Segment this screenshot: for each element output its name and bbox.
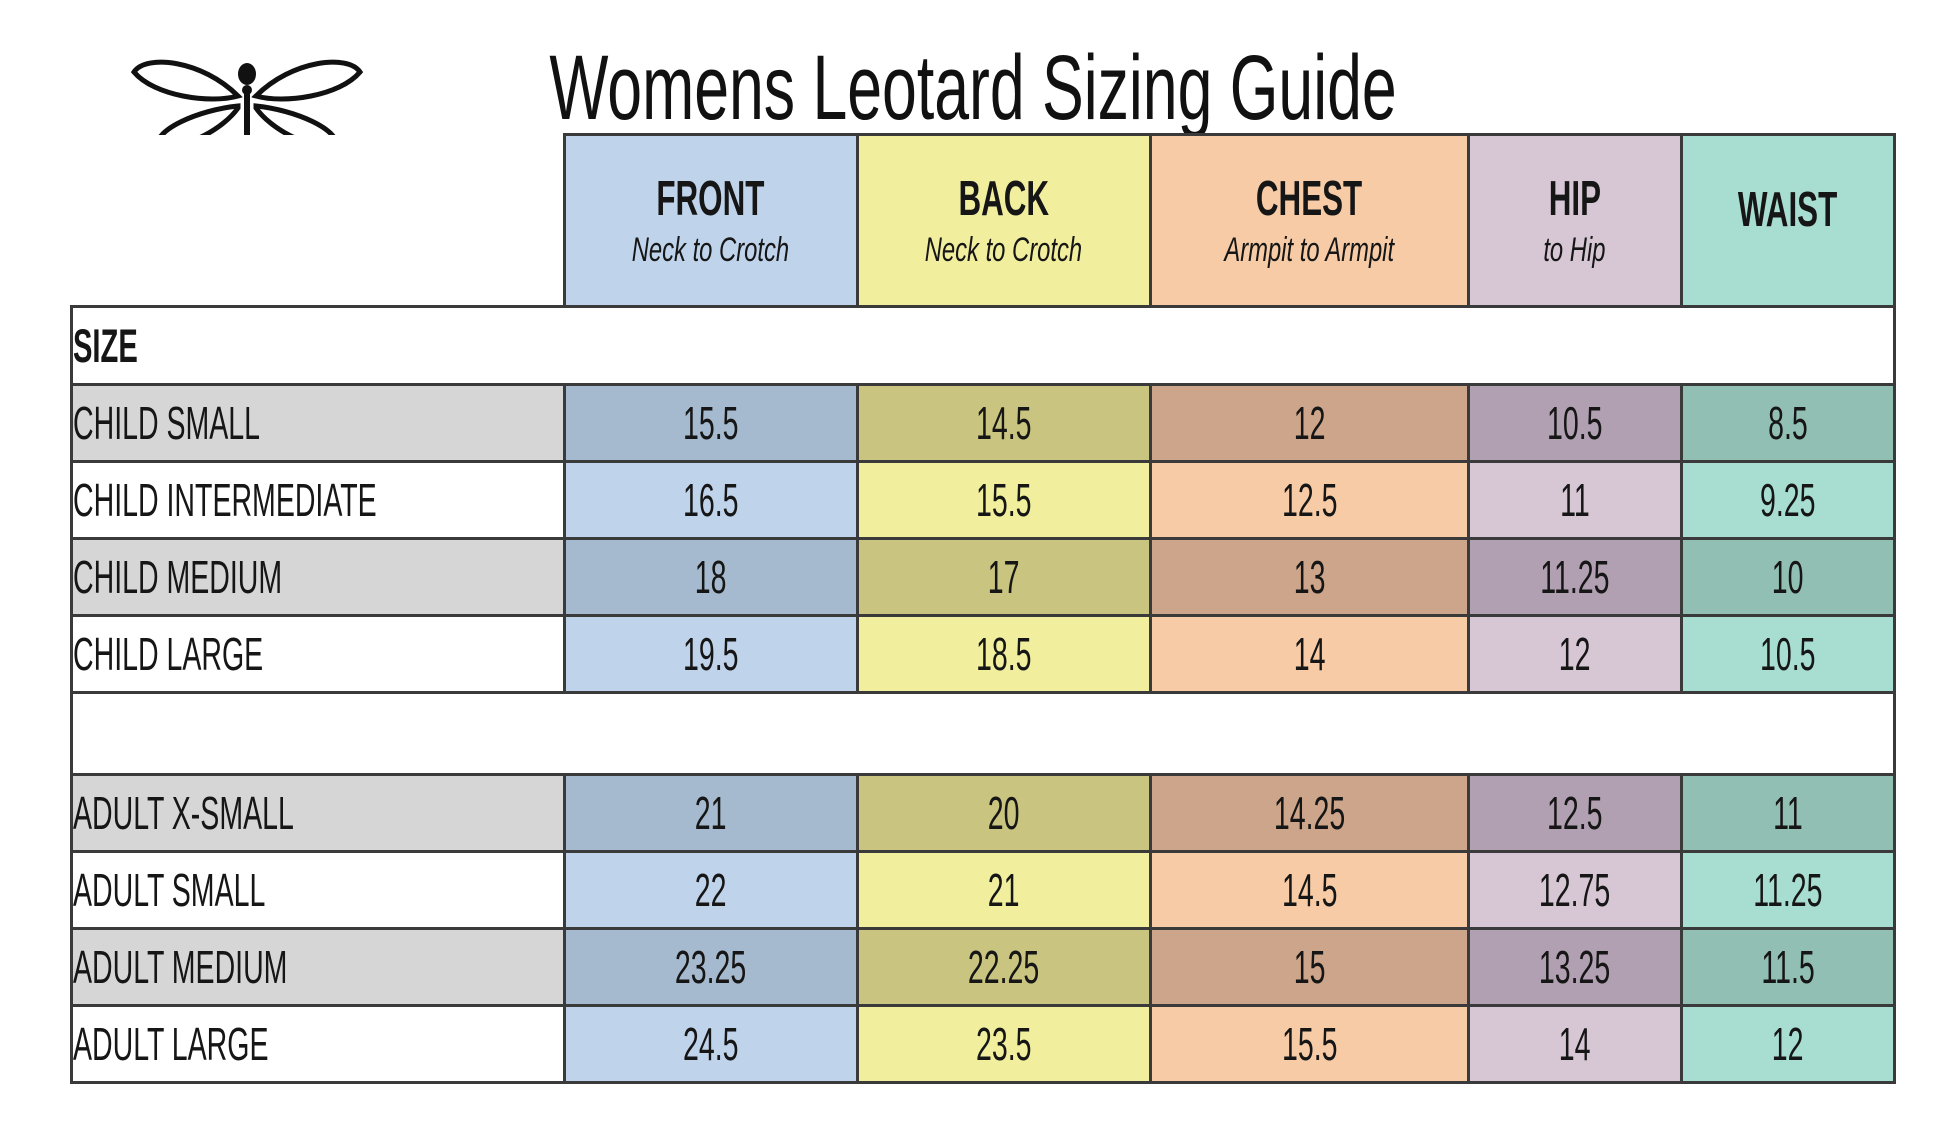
cell-front: 23.25 (562, 927, 859, 1007)
cell-front: 21 (562, 773, 859, 853)
cell-hip: 11 (1466, 460, 1683, 540)
cell-back: 18.5 (855, 614, 1152, 694)
cell-hip: 11.25 (1466, 537, 1683, 617)
column-header-chest: CHEST Armpit to Armpit (1148, 133, 1470, 308)
header-blank-cell (71, 134, 565, 307)
table-row: ADULT X-SMALL 21 20 14.25 12.5 11 (70, 773, 1896, 853)
cell-waist: 10 (1679, 537, 1896, 617)
cell-chest: 12.5 (1148, 460, 1470, 540)
column-header-back: BACK Neck to Crotch (855, 133, 1152, 308)
size-band-cell: SIZE (70, 305, 1896, 386)
cell-waist: 11 (1679, 773, 1896, 853)
cell-chest: 15.5 (1148, 1004, 1470, 1084)
column-header-hip: HIP to Hip (1466, 133, 1683, 308)
cell-back: 15.5 (855, 460, 1152, 540)
cell-hip: 14 (1466, 1004, 1683, 1084)
cell-hip: 12.75 (1466, 850, 1683, 930)
cell-chest: 13 (1148, 537, 1470, 617)
cell-front: 19.5 (562, 614, 859, 694)
cell-hip: 12.5 (1466, 773, 1683, 853)
cell-back: 21 (855, 850, 1152, 930)
cell-front: 22 (562, 850, 859, 930)
spacer-cell (70, 691, 1896, 776)
cell-back: 22.25 (855, 927, 1152, 1007)
cell-chest: 14.25 (1148, 773, 1470, 853)
spacer-row (70, 691, 1896, 776)
cell-waist: 11.5 (1679, 927, 1896, 1007)
row-label: ADULT X-SMALL (70, 773, 566, 853)
cell-hip: 13.25 (1466, 927, 1683, 1007)
cell-front: 18 (562, 537, 859, 617)
cell-back: 14.5 (855, 383, 1152, 463)
cell-chest: 15 (1148, 927, 1470, 1007)
table-row: ADULT LARGE 24.5 23.5 15.5 14 12 (70, 1004, 1896, 1084)
table-row: CHILD LARGE 19.5 18.5 14 12 10.5 (70, 614, 1896, 694)
sizing-table: FRONT Neck to Crotch BACK Neck to Crotch… (70, 133, 1896, 1084)
cell-back: 17 (855, 537, 1152, 617)
row-label: ADULT LARGE (70, 1004, 566, 1084)
row-label: ADULT SMALL (70, 850, 566, 930)
page-title: Womens Leotard Sizing Guide (549, 37, 1397, 139)
cell-waist: 10.5 (1679, 614, 1896, 694)
size-band-row: SIZE (70, 305, 1896, 386)
cell-front: 15.5 (562, 383, 859, 463)
row-label: CHILD LARGE (70, 614, 566, 694)
cell-waist: 11.25 (1679, 850, 1896, 930)
row-label: CHILD INTERMEDIATE (70, 460, 566, 540)
table-row: CHILD MEDIUM 18 17 13 11.25 10 (70, 537, 1896, 617)
column-header-front: FRONT Neck to Crotch (562, 133, 859, 308)
row-label: ADULT MEDIUM (70, 927, 566, 1007)
table-row: CHILD INTERMEDIATE 16.5 15.5 12.5 11 9.2… (70, 460, 1896, 540)
cell-waist: 9.25 (1679, 460, 1896, 540)
cell-hip: 12 (1466, 614, 1683, 694)
table-header-row: FRONT Neck to Crotch BACK Neck to Crotch… (71, 133, 1896, 308)
cell-back: 23.5 (855, 1004, 1152, 1084)
table-row: ADULT SMALL 22 21 14.5 12.75 11.25 (70, 850, 1896, 930)
cell-front: 24.5 (562, 1004, 859, 1084)
cell-back: 20 (855, 773, 1152, 853)
row-label: CHILD MEDIUM (70, 537, 566, 617)
cell-waist: 12 (1679, 1004, 1896, 1084)
column-header-waist: WAIST (1679, 133, 1896, 308)
row-label: CHILD SMALL (70, 383, 566, 463)
cell-chest: 14 (1148, 614, 1470, 694)
cell-chest: 14.5 (1148, 850, 1470, 930)
cell-front: 16.5 (562, 460, 859, 540)
table-row: ADULT MEDIUM 23.25 22.25 15 13.25 11.5 (70, 927, 1896, 1007)
cell-chest: 12 (1148, 383, 1470, 463)
table-row: CHILD SMALL 15.5 14.5 12 10.5 8.5 (70, 383, 1896, 463)
cell-hip: 10.5 (1466, 383, 1683, 463)
cell-waist: 8.5 (1679, 383, 1896, 463)
